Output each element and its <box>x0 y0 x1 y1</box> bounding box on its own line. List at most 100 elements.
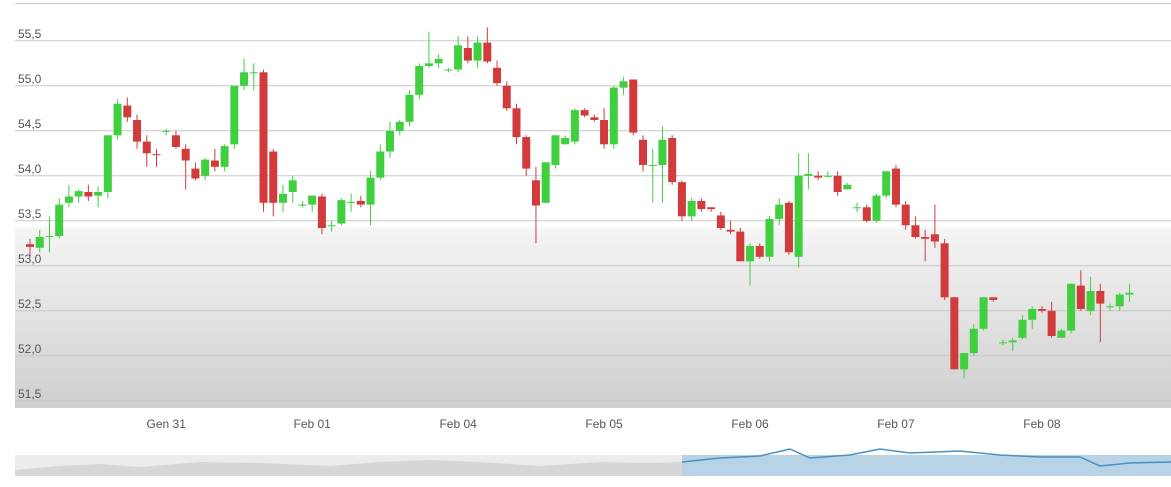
candle-body <box>648 165 657 166</box>
candle-body <box>862 207 871 221</box>
candle-body <box>1125 292 1134 295</box>
candle-body <box>901 204 910 226</box>
candle-body <box>94 192 103 196</box>
candle-body <box>1076 285 1085 309</box>
candle-body <box>1067 283 1076 331</box>
candle-body <box>356 201 365 205</box>
candle-body <box>843 184 852 190</box>
candle-body <box>551 135 560 165</box>
candle-body <box>716 215 725 228</box>
candle-body <box>454 45 463 70</box>
candle-body <box>677 182 686 217</box>
candle-body <box>561 138 570 145</box>
candle-body <box>960 353 969 370</box>
candle-body <box>347 201 356 203</box>
y-tick-label: 52,5 <box>18 297 42 311</box>
candle-body <box>502 85 511 109</box>
y-tick-label: 53,0 <box>18 252 42 266</box>
x-tick-label: Feb 06 <box>731 417 769 431</box>
navigator-area <box>15 460 682 476</box>
candle-body <box>308 195 317 205</box>
candle-body <box>911 225 920 237</box>
candle-body <box>240 72 249 86</box>
x-tick-label: Feb 05 <box>585 417 623 431</box>
candle-body <box>629 79 638 133</box>
x-tick-label: Feb 07 <box>877 417 915 431</box>
candle-body <box>1037 309 1046 311</box>
candle-body <box>882 171 891 196</box>
candle-body <box>638 139 647 165</box>
candle-body <box>600 120 609 145</box>
candle-body <box>434 58 443 64</box>
candle-body <box>804 174 813 176</box>
candle-body <box>541 162 550 203</box>
candle-body <box>930 234 939 242</box>
candle-body <box>55 204 64 237</box>
candle-body <box>765 219 774 257</box>
candle-body <box>853 207 862 209</box>
candle-body <box>969 328 978 354</box>
candle-body <box>746 246 755 262</box>
candle-body <box>298 204 307 206</box>
candle-body <box>473 42 482 61</box>
candle-body <box>697 201 706 210</box>
x-tick-label: Feb 01 <box>293 417 331 431</box>
candles <box>26 27 1134 379</box>
candle-body <box>979 297 988 329</box>
x-tick-label: Gen 31 <box>147 417 187 431</box>
navigator <box>15 448 1171 476</box>
candle-body <box>522 137 531 169</box>
candle-body <box>64 196 73 203</box>
candle-body <box>269 151 278 203</box>
candle-body <box>1018 319 1027 338</box>
candle-body <box>133 120 142 142</box>
candle-body <box>327 225 336 227</box>
candle-body <box>1096 291 1105 304</box>
candle-body <box>531 180 540 206</box>
candle-body <box>512 108 521 138</box>
candle-body <box>395 121 404 131</box>
candle-body <box>103 135 112 192</box>
y-tick-label: 53,5 <box>18 207 42 221</box>
candle-body <box>152 154 161 156</box>
candle-body <box>201 159 210 176</box>
candle-body <box>210 160 219 167</box>
candle-body <box>249 72 258 74</box>
candle-body <box>162 130 171 132</box>
y-tick-label: 52,0 <box>18 342 42 356</box>
navigator-selection <box>682 455 1171 476</box>
candle-body <box>687 201 696 217</box>
candle-body <box>1057 330 1066 338</box>
candle-body <box>191 168 200 179</box>
candle-body <box>707 207 716 210</box>
candle-body <box>220 146 229 167</box>
candle-body <box>463 48 472 61</box>
plot-background <box>15 3 1171 408</box>
candle-body <box>950 297 959 370</box>
candle-body <box>619 81 628 88</box>
candle-body <box>833 175 842 192</box>
candle-body <box>288 180 297 192</box>
candle-body <box>181 148 190 161</box>
candle-body <box>123 105 132 118</box>
candle-body <box>142 141 151 154</box>
candle-body <box>230 85 239 145</box>
candle-body <box>989 297 998 300</box>
candle-body <box>317 196 326 228</box>
candle-body <box>366 177 375 205</box>
candle-body <box>940 243 949 298</box>
candle-body <box>609 87 618 145</box>
candle-body <box>386 130 395 152</box>
navigator-line <box>681 448 1171 467</box>
candle-body <box>84 192 93 197</box>
candle-body <box>872 195 881 221</box>
candle-body <box>668 138 677 183</box>
candle-body <box>415 66 424 95</box>
candle-body <box>171 135 180 147</box>
candle-body <box>337 200 346 224</box>
candle-body <box>784 202 793 253</box>
candle-body <box>376 151 385 178</box>
candle-body <box>580 110 589 116</box>
